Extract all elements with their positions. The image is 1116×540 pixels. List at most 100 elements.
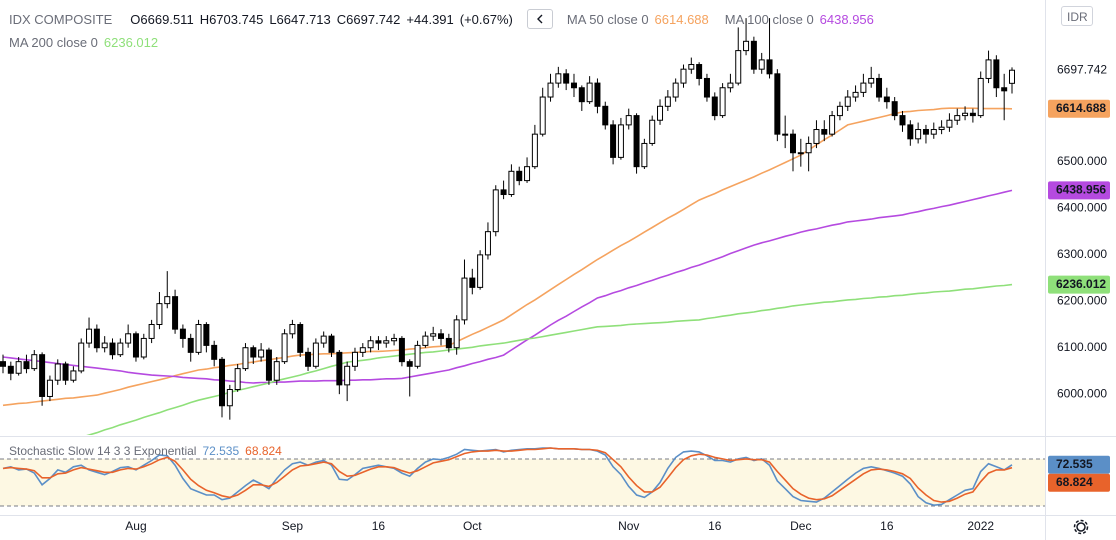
candle-body [179,328,186,339]
candle-body [641,142,648,168]
candle-body [398,337,405,363]
y-tick-label: 6400.000 [1057,201,1107,215]
x-tick-label: 16 [880,519,894,533]
candle-body [258,349,265,358]
ohlc-key: O [130,11,141,27]
price-pane [0,18,1015,435]
value-badge [1048,275,1110,294]
settings-icon[interactable] [1073,519,1089,535]
candle-body [383,340,390,344]
candle-body [422,335,429,346]
currency-selector[interactable]: IDR [1061,6,1093,26]
candle-body [719,87,726,117]
candle-body [899,115,906,126]
candle-body [23,361,30,370]
candle-body [743,40,750,52]
ma-value: 6438.956 [819,11,874,27]
candle-body [570,82,577,89]
candle-body [805,142,812,154]
candle-body [688,64,695,70]
candle-body [62,363,69,381]
value-badge [1048,455,1110,474]
value-badge [1048,181,1110,200]
candle-body [0,361,6,367]
candle-body [406,361,413,367]
candle-body [610,124,617,158]
candle-body [813,129,820,144]
value-badge-label: 6236.012 [1056,277,1106,291]
candle-body [876,77,883,98]
x-tick-label: Nov [618,519,639,533]
candle-body [578,87,585,103]
candle-body [602,105,609,126]
candle-body [555,73,562,84]
candle-body [586,82,593,103]
candle-body [54,363,61,381]
candle-body [547,82,554,98]
candle-body [625,115,632,126]
change-percent: (+0.67%) [459,11,513,27]
candle-body [633,115,640,168]
candle-body [727,82,734,89]
candle-body [883,96,890,103]
x-tick-label: 16 [372,519,386,533]
candle-body [500,189,507,196]
candle-body [829,115,836,135]
candle-body [969,112,976,117]
candle-body [860,82,867,93]
candle-body [711,96,718,117]
candle-body [273,361,280,381]
candle-body [219,358,226,407]
candle-body [297,324,304,353]
y-tick-label: 6300.000 [1057,247,1107,261]
candle-body [915,129,922,140]
candle-body [696,64,703,79]
candle-body [430,333,437,337]
candle-body [774,73,781,135]
last-price-label: 6697.742 [1057,62,1107,76]
candle-body [226,389,233,407]
candle-body [797,152,804,155]
candle-body [563,73,570,84]
oscillator-value: 68.824 [245,444,282,458]
candle-body [125,333,132,344]
candle-body [930,129,937,135]
candle-body [172,296,179,330]
ma-value: 6614.688 [654,11,709,27]
collapse-button[interactable] [526,9,553,29]
candle-body [766,59,773,75]
candle-body [320,335,327,344]
candle-body [164,296,171,305]
candle-body [148,324,155,339]
value-badge-label: 6614.688 [1056,101,1106,115]
moving-average-line [86,283,1013,435]
candle-body [312,342,319,367]
candle-body [782,133,789,136]
candle-body [844,96,851,107]
candle-body [531,133,538,168]
candle-body [657,105,664,121]
candle-body [836,105,843,117]
candle-body [938,126,945,131]
change: +44.391 [406,11,454,27]
value-badge [1048,99,1110,118]
candle-body [7,365,14,374]
candle-body [954,115,961,121]
value-badge [1048,473,1110,492]
candle-body [375,340,382,344]
candle-body [414,344,421,367]
candle-body [351,351,358,367]
candle-body [336,351,343,386]
candle-body [750,40,757,70]
y-tick-label: 6100.000 [1057,340,1107,354]
oscillator-band [0,458,1045,506]
currency: IDR [1067,10,1088,24]
candle-body [594,82,601,107]
x-tick-label: 16 [708,519,722,533]
candle-body [891,101,898,117]
candle-body [477,254,484,288]
oscillator-pane [0,447,1045,507]
candle-body [445,337,452,349]
